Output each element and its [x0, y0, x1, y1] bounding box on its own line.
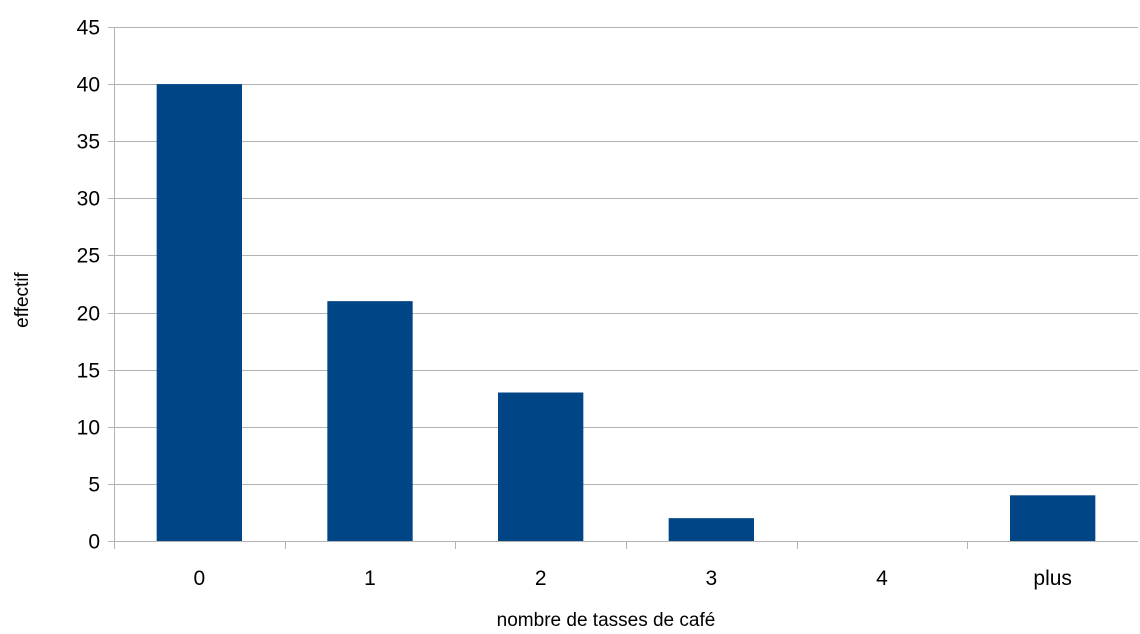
bar-3 [668, 518, 754, 541]
x-tick-label: 3 [705, 567, 717, 590]
x-tick-label: 0 [193, 567, 205, 590]
y-tick-label: 35 [77, 131, 100, 154]
y-tick-label: 10 [77, 417, 100, 440]
x-tick-label: plus [1033, 567, 1072, 590]
y-tick-label: 40 [77, 74, 100, 97]
y-tick-label: 0 [88, 531, 100, 554]
bar-0 [156, 84, 242, 541]
y-tick-label: 20 [77, 303, 100, 326]
bar-plus [1010, 495, 1096, 541]
bars [156, 84, 1096, 541]
y-tick-label: 30 [77, 188, 100, 211]
y-tick-labels: 0 5 10 15 20 25 30 35 40 45 [77, 17, 100, 554]
y-tick-label: 5 [88, 474, 100, 497]
x-tick-labels: 0 1 2 3 4 plus [193, 567, 1071, 590]
gridlines [108, 27, 1138, 542]
bar-1 [327, 301, 413, 541]
axes [114, 27, 968, 549]
y-tick-label: 25 [77, 245, 100, 268]
y-tick-label: 45 [77, 17, 100, 40]
x-axis-title: nombre de tasses de café [497, 610, 716, 631]
x-tick-label: 1 [364, 567, 376, 590]
x-tick-label: 4 [876, 567, 888, 590]
y-tick-label: 15 [77, 360, 100, 383]
x-tick-label: 2 [535, 567, 547, 590]
y-axis-title: effectif [12, 271, 33, 327]
bar-2 [498, 392, 584, 541]
